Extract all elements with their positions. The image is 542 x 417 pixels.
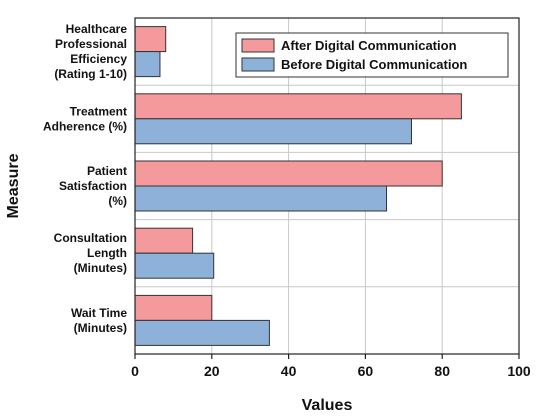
x-axis-title: Values <box>302 397 353 414</box>
bar-after-adherence <box>134 93 462 120</box>
bar-before-adherence <box>134 118 412 145</box>
bar-before-efficiency <box>134 51 161 78</box>
legend-swatch-after <box>241 38 275 53</box>
bar-after-consult <box>134 227 194 254</box>
bar-before-consult <box>134 252 215 279</box>
category-label-satisfaction: Patient Satisfaction (%) <box>59 164 127 208</box>
plot-border <box>134 17 520 355</box>
category-label-line: (Minutes) <box>74 261 127 275</box>
legend-box <box>235 32 509 78</box>
bar-before-satisfaction <box>134 185 388 212</box>
category-label-efficiency: Healthcare Professional Efficiency (Rating … <box>54 22 127 81</box>
category-label-consult: Consultation Length (Minutes) <box>54 231 127 275</box>
category-label-line: Patient <box>87 164 127 178</box>
x-axis-ticks: 0 20 40 60 80 100 <box>131 354 531 379</box>
category-label-line: Satisfaction <box>59 179 127 193</box>
x-tick-label: 40 <box>281 363 297 379</box>
category-label-line: Adherence (%) <box>43 119 127 133</box>
category-label-line: (Rating 1-10) <box>54 67 127 81</box>
bar-after-satisfaction <box>134 160 443 187</box>
category-label-line: Healthcare <box>66 22 128 36</box>
bar-after-wait <box>134 294 213 321</box>
x-tick-label: 80 <box>434 363 450 379</box>
category-label-line: Consultation <box>54 231 127 245</box>
category-label-line: Professional <box>55 37 127 51</box>
x-tick-label: 100 <box>507 363 531 379</box>
legend-label-after: After Digital Communication <box>281 38 457 53</box>
category-label-adherence: Treatment Adherence (%) <box>43 104 127 133</box>
legend-label-before: Before Digital Communication <box>281 57 467 72</box>
bar-after-efficiency <box>134 26 167 53</box>
x-tick-label: 0 <box>131 363 139 379</box>
x-tick-label: 60 <box>358 363 374 379</box>
category-label-wait: Wait Time (Minutes) <box>71 306 127 335</box>
category-label-line: (%) <box>108 194 127 208</box>
legend: After Digital Communication Before Digit… <box>235 32 509 78</box>
y-axis-title: Measure <box>5 153 22 218</box>
category-labels: Wait Time (Minutes)Consultation Length (Min… <box>43 22 127 335</box>
x-tick-label: 20 <box>204 363 220 379</box>
category-label-line: Treatment <box>70 104 127 118</box>
category-label-line: Length <box>87 246 127 260</box>
legend-swatch-before <box>241 57 275 72</box>
bar-before-wait <box>134 319 270 346</box>
category-label-line: Wait Time <box>71 306 127 320</box>
category-label-line: (Minutes) <box>74 321 127 335</box>
category-label-line: Efficiency <box>70 52 127 66</box>
